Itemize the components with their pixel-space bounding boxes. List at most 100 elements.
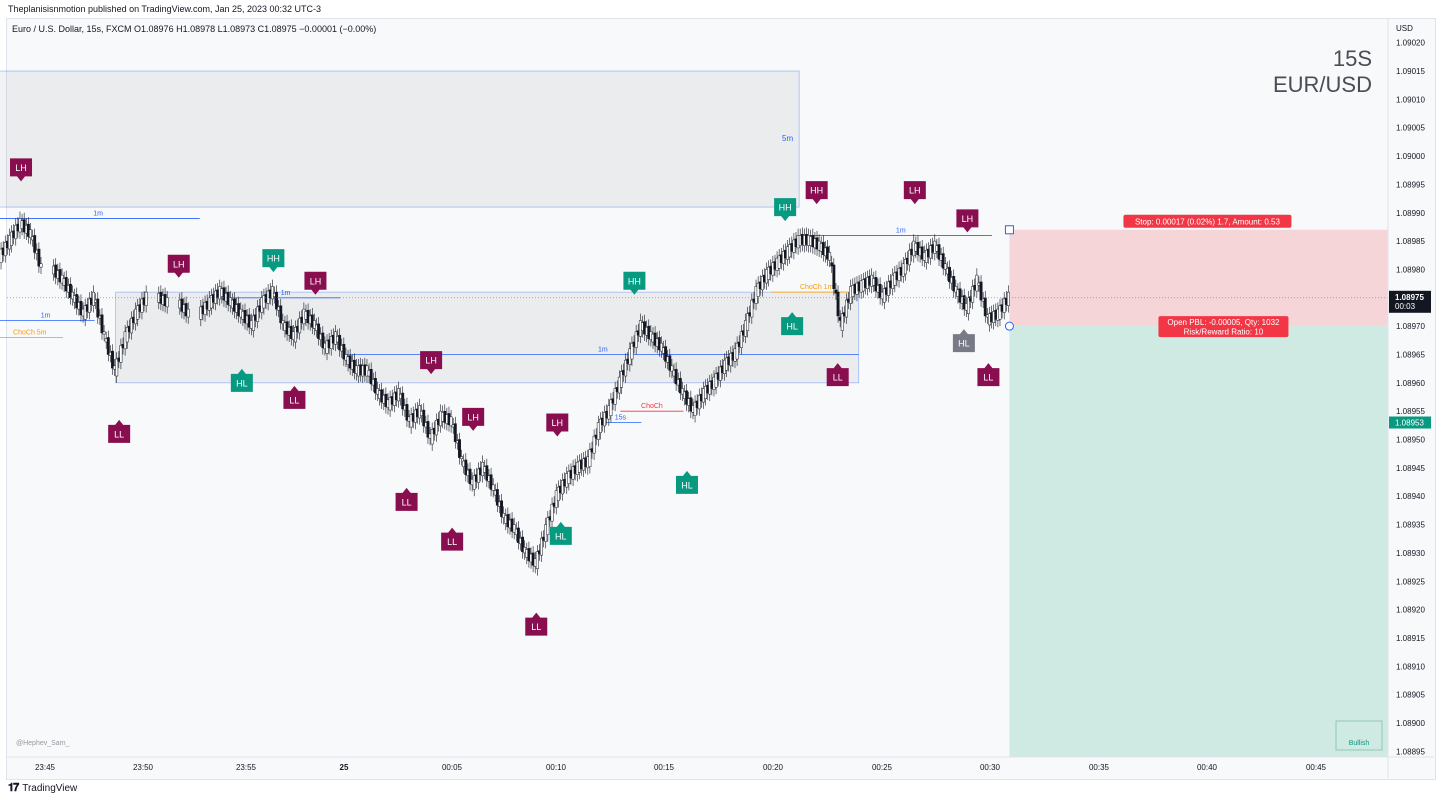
candle-body: [693, 401, 697, 416]
candle-body: [279, 305, 283, 323]
candle-body: [971, 286, 975, 303]
candle-body: [430, 429, 434, 445]
zone-label: 5m: [782, 134, 793, 143]
candle-body: [165, 297, 169, 308]
price-tick: 1.08990: [1396, 209, 1425, 218]
last-price-text: 1.08975: [1395, 293, 1424, 302]
candle-body: [491, 484, 495, 491]
label-badge: [826, 363, 849, 387]
label-badge: [903, 181, 926, 205]
time-tick: 00:40: [1197, 763, 1218, 772]
label-badge: [774, 198, 797, 222]
candle-body: [535, 551, 539, 570]
candle-body: [275, 291, 278, 310]
candle-body: [426, 421, 430, 438]
time-tick: 23:45: [35, 763, 56, 772]
price-tick: 1.08970: [1396, 322, 1425, 331]
label-text: HH: [628, 276, 641, 286]
entry-info-box: [1158, 316, 1289, 338]
take-profit-zone: [1009, 326, 1388, 757]
label-badge: [304, 271, 327, 295]
candle-body: [592, 435, 596, 454]
candle-body: [674, 368, 678, 385]
candle-body: [489, 474, 493, 490]
label-badge: [675, 470, 698, 494]
candle-body: [609, 399, 613, 416]
risk-reward-text: Risk/Reward Ratio: 10: [1184, 328, 1264, 337]
structure-label-hh: HH: [774, 198, 797, 222]
label-badge: [805, 181, 828, 205]
candle-body: [613, 388, 617, 405]
level-label: 1m: [896, 227, 906, 234]
label-badge: [441, 527, 464, 551]
label-text: LL: [531, 622, 541, 632]
price-tick: 1.08985: [1396, 237, 1425, 246]
price-tick: 1.08915: [1396, 634, 1425, 643]
label-badge: [262, 249, 285, 273]
time-tick: 00:15: [654, 763, 675, 772]
label-badge: [525, 612, 548, 636]
candle-body: [561, 480, 565, 495]
candle-body: [756, 282, 760, 297]
price-tick: 1.08955: [1396, 407, 1425, 416]
price-tick: 1.08930: [1396, 549, 1425, 558]
time-tick: 23:55: [236, 763, 257, 772]
label-text: LL: [289, 395, 299, 405]
marker-price-text: 1.08953: [1395, 419, 1424, 428]
stop-loss-zone: [1009, 229, 1388, 327]
label-badge: [283, 385, 306, 409]
candle-body: [294, 327, 297, 343]
label-text: LL: [402, 497, 412, 507]
structure-label-ll: LL: [108, 419, 131, 443]
candle-body: [405, 404, 409, 421]
candle-body: [96, 298, 100, 318]
entry-handle: [1004, 321, 1014, 331]
time-tick: 00:05: [442, 763, 463, 772]
structure-label-ll: LL: [441, 527, 464, 551]
footer-brand[interactable]: TradingView: [22, 783, 78, 794]
candle-body: [588, 449, 592, 467]
candle-body: [186, 308, 190, 318]
label-text: LL: [833, 373, 843, 383]
candle-body: [338, 334, 342, 351]
candle-body: [619, 371, 623, 388]
candle-body: [256, 306, 260, 322]
candle-body: [100, 314, 104, 334]
candle-body: [125, 327, 129, 343]
structure-label-lh: LH: [462, 407, 485, 431]
price-tick: 1.09010: [1396, 95, 1425, 104]
time-tick: 00:10: [546, 763, 567, 772]
candle-body: [3, 241, 7, 257]
candle-body: [546, 517, 550, 536]
candle-body: [83, 305, 87, 320]
candle-body: [449, 416, 453, 427]
structure-label-hh: HH: [623, 271, 646, 295]
structure-label-hh: HH: [805, 181, 828, 205]
candle-body: [495, 489, 499, 506]
bias-box: [1335, 720, 1383, 751]
candle-body: [79, 300, 83, 316]
candle-body: [434, 419, 438, 436]
tradingview-logo-icon[interactable]: 𝟏𝟕: [8, 782, 19, 794]
candle-body: [312, 320, 316, 329]
candle-body: [476, 468, 480, 483]
candle-body: [603, 412, 607, 427]
candle-body: [1002, 298, 1006, 313]
candle-body: [887, 281, 890, 296]
label-text: HL: [958, 339, 970, 349]
candle-body: [685, 390, 689, 405]
level-label: 1m: [93, 210, 103, 217]
candle-body: [735, 342, 739, 360]
order-block-zone: [0, 70, 800, 208]
watermark-pair: EUR/USD: [1272, 72, 1372, 97]
structure-label-hl: HL: [952, 329, 975, 353]
candle-body: [943, 263, 947, 270]
level-label: ChoCh 5m: [13, 329, 47, 336]
label-badge: [549, 521, 572, 545]
label-badge: [10, 158, 33, 182]
candle-body: [251, 315, 255, 331]
price-tick: 1.08940: [1396, 492, 1425, 501]
time-tick: 00:20: [763, 763, 784, 772]
label-badge: [623, 271, 646, 295]
